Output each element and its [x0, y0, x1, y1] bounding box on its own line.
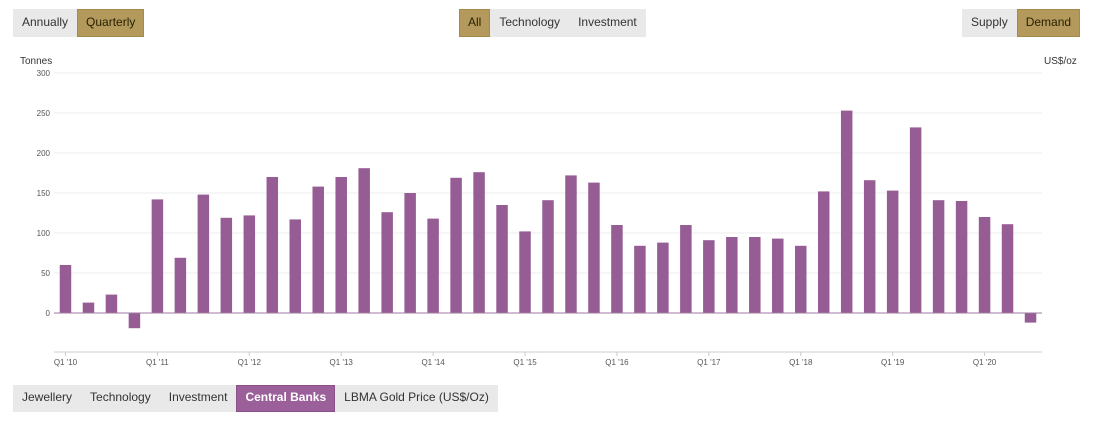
bar[interactable]	[840, 110, 853, 313]
y-tick-label: 100	[37, 229, 51, 238]
bar[interactable]	[817, 191, 830, 313]
bar[interactable]	[634, 245, 646, 313]
y-tick-label: 250	[37, 109, 51, 118]
bar[interactable]	[611, 225, 623, 313]
bar[interactable]	[128, 313, 141, 329]
x-tick-label: Q1 '19	[881, 358, 905, 367]
bar[interactable]	[381, 212, 393, 313]
flow-supply-button[interactable]: Supply	[962, 9, 1017, 37]
x-tick-label: Q1 '12	[238, 358, 262, 367]
bar[interactable]	[473, 172, 485, 313]
bar[interactable]	[450, 177, 462, 313]
bar[interactable]	[1001, 224, 1014, 313]
sector-investment-button[interactable]: Investment	[569, 9, 646, 37]
category-technology-button[interactable]: Technology	[81, 385, 160, 412]
sector-all-button[interactable]: All	[459, 9, 491, 37]
x-tick-label: Q1 '20	[973, 358, 997, 367]
y-tick-label: 50	[41, 269, 50, 278]
bar[interactable]	[726, 237, 738, 313]
bar-series	[59, 110, 1037, 329]
x-tick-label: Q1 '13	[330, 358, 354, 367]
y-tick-label: 300	[37, 69, 51, 78]
bar[interactable]	[680, 225, 692, 313]
bar[interactable]	[519, 231, 531, 313]
category-jewellery-button[interactable]: Jewellery	[13, 385, 82, 412]
secondary-y-axis-unit-label: US$/oz	[1044, 56, 1077, 67]
bar[interactable]	[588, 182, 600, 313]
category-lbma-gold-price-us-oz-button[interactable]: LBMA Gold Price (US$/Oz)	[335, 385, 498, 412]
sector-technology-button[interactable]: Technology	[490, 9, 570, 37]
bar[interactable]	[886, 190, 899, 313]
x-tick-label: Q1 '16	[605, 358, 629, 367]
bar[interactable]	[266, 177, 279, 313]
bar[interactable]	[932, 200, 945, 313]
bar[interactable]	[358, 168, 370, 313]
bar[interactable]	[174, 257, 187, 313]
bar[interactable]	[197, 194, 210, 313]
y-tick-label: 150	[37, 189, 51, 198]
supply-demand-toggle: Supply Demand	[962, 9, 1081, 37]
bar[interactable]	[772, 238, 784, 313]
bar[interactable]	[335, 177, 347, 313]
x-tick-label: Q1 '10	[54, 358, 78, 367]
flow-demand-button[interactable]: Demand	[1016, 9, 1081, 37]
y-tick-label: 200	[37, 149, 51, 158]
bar[interactable]	[220, 217, 233, 313]
bar[interactable]	[496, 205, 508, 313]
bar[interactable]	[151, 199, 164, 313]
bar[interactable]	[289, 219, 301, 313]
bar[interactable]	[909, 127, 922, 314]
axes	[54, 312, 1042, 353]
bar[interactable]	[657, 242, 669, 313]
bar[interactable]	[703, 240, 715, 313]
bar[interactable]	[427, 218, 439, 313]
x-tick-label: Q1 '17	[697, 358, 721, 367]
bar[interactable]	[565, 175, 577, 313]
y-axis-unit-label: Tonnes	[20, 56, 53, 67]
bar[interactable]	[105, 294, 118, 313]
y-axis-ticks: 0 50 100 150 200 250 300	[37, 69, 51, 318]
bar[interactable]	[978, 217, 991, 313]
period-quarterly-button[interactable]: Quarterly	[77, 9, 145, 37]
category-tabs: Jewellery Technology Investment Central Ban…	[13, 385, 498, 412]
x-tick-label: Q1 '11	[146, 358, 169, 367]
x-tick-label: Q1 '14	[421, 358, 445, 367]
bar[interactable]	[404, 193, 416, 313]
period-annually-button[interactable]: Annually	[13, 9, 78, 37]
bar[interactable]	[955, 201, 968, 313]
y-tick-label: 0	[46, 309, 51, 318]
category-investment-button[interactable]: Investment	[159, 385, 237, 412]
sector-filter: All Technology Investment	[459, 9, 646, 37]
bar[interactable]	[749, 237, 761, 313]
x-tick-label: Q1 '18	[789, 358, 813, 367]
bar[interactable]	[795, 245, 807, 313]
bar[interactable]	[312, 186, 324, 313]
bar[interactable]	[863, 180, 876, 313]
x-axis-ticks: Q1 '10 Q1 '11 Q1 '12 Q1 '13 Q1 '14 Q1 '15 Q1 '…	[54, 352, 997, 367]
bar[interactable]	[1024, 313, 1037, 323]
bar[interactable]	[59, 265, 72, 313]
period-toggle: Annually Quarterly	[13, 9, 145, 37]
x-tick-label: Q1 '15	[513, 358, 537, 367]
category-central-banks-button[interactable]: Central Banks	[236, 385, 336, 412]
bar[interactable]	[243, 215, 256, 313]
bar[interactable]	[542, 200, 554, 313]
bar[interactable]	[82, 302, 95, 313]
